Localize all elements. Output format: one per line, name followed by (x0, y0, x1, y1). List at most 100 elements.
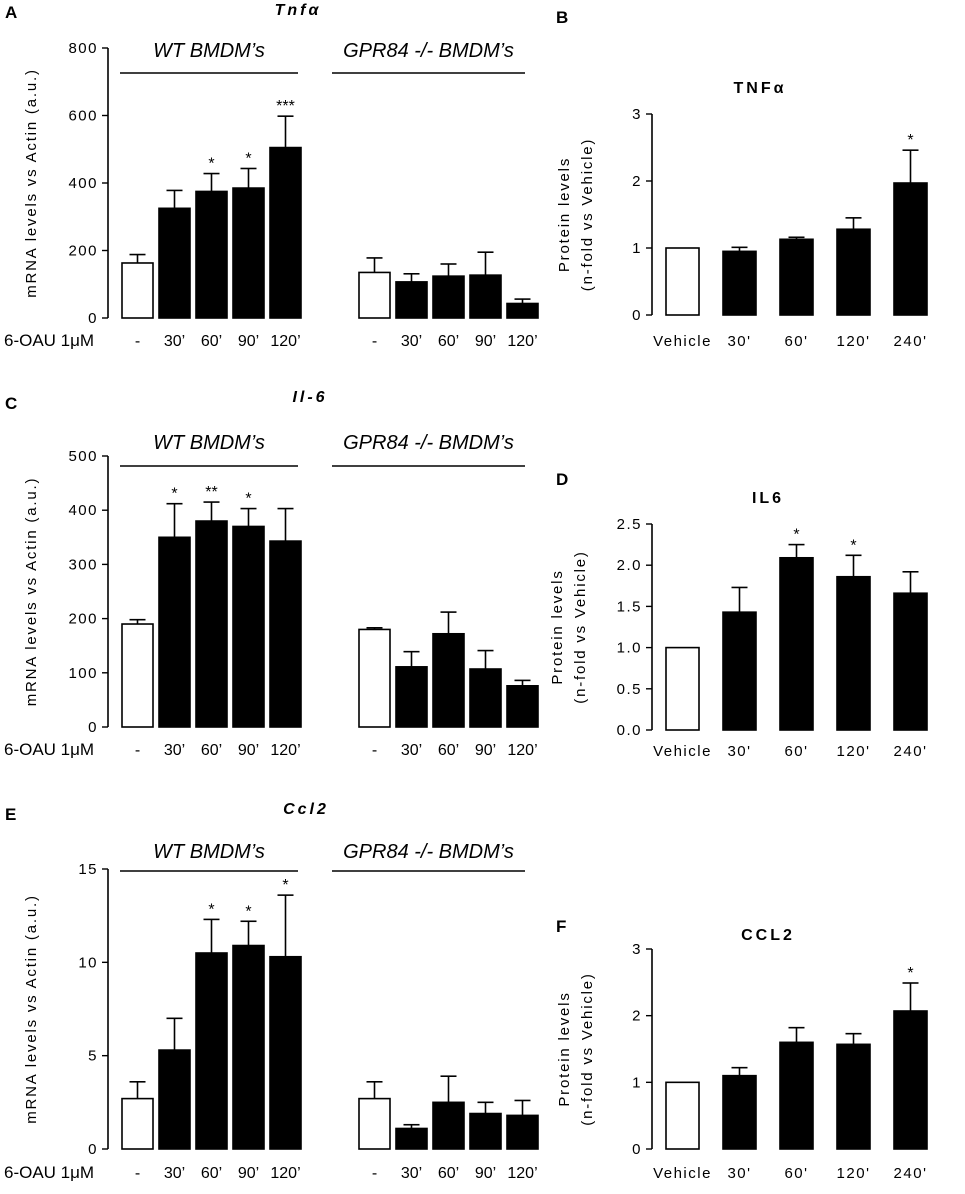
panel-letter-a: A (5, 3, 17, 22)
bar-5 (269, 955, 302, 1150)
x-tick-label-7: 30’ (401, 333, 422, 350)
panel-letter-b: B (556, 8, 568, 27)
x-tick-label-4: 120' (837, 1165, 871, 1182)
significance-label-5: * (907, 132, 913, 149)
y-tick-label: 0 (632, 1141, 642, 1158)
bar-4 (232, 525, 265, 728)
bar-4 (836, 228, 871, 316)
significance-label-3: * (208, 156, 214, 173)
bar-4 (232, 187, 265, 319)
chart-title: IL6 (752, 490, 784, 507)
y-tick-label: 2.0 (617, 557, 642, 574)
bar-9 (469, 668, 502, 728)
significance-label-4: * (245, 491, 251, 508)
x-tick-label-2: 30’ (164, 333, 185, 350)
y-tick-label: 200 (68, 611, 98, 628)
bar-1 (665, 247, 700, 316)
bar-8 (432, 632, 465, 728)
panel-letter-f: F (556, 917, 566, 936)
y-tick-label: 0.0 (617, 722, 642, 739)
bar-6 (358, 628, 391, 728)
y-axis-label-2: (n-fold vs Vehicle) (579, 138, 596, 291)
x-tick-label-4: 90’ (238, 333, 259, 350)
y-tick-label: 300 (68, 556, 98, 573)
bar-5 (893, 1010, 928, 1150)
x-tick-label-6: - (372, 1165, 377, 1182)
x-tick-label-1: - (135, 1165, 140, 1182)
y-tick-label: 800 (68, 40, 98, 57)
y-tick-label: 1.0 (617, 640, 642, 657)
y-tick-label: 1 (632, 1074, 642, 1091)
x-tick-label-1: Vehicle (653, 1165, 712, 1182)
bar-7 (395, 1127, 428, 1150)
x-tick-label-8: 60’ (438, 333, 459, 350)
bar-7 (395, 666, 428, 728)
bar-2 (158, 207, 191, 319)
y-tick-label: 0 (88, 719, 98, 736)
bar-8 (432, 1101, 465, 1150)
bar-6 (358, 271, 391, 319)
bar-1 (665, 1081, 700, 1150)
x-tick-label-6: - (372, 742, 377, 759)
group-label-1: WT BMDM’s (153, 432, 265, 454)
x-tick-label-5: 120’ (270, 1165, 300, 1182)
x-tick-label-2: 30’ (164, 1165, 185, 1182)
y-tick-label: 0 (88, 1141, 98, 1158)
bar-1 (665, 646, 700, 731)
x-tick-label-1: - (135, 742, 140, 759)
significance-label-3: * (793, 527, 799, 544)
chart-title: Ccl2 (283, 801, 329, 818)
bar-9 (469, 274, 502, 319)
bar-2 (722, 250, 757, 316)
bar-1 (121, 623, 154, 728)
chart-title: CCL2 (741, 927, 795, 944)
bar-5 (269, 540, 302, 728)
y-axis-label: mRNA levels vs Actin (a.u.) (23, 477, 40, 707)
significance-label-3: ** (205, 484, 217, 501)
y-axis-label: Protein levels (556, 991, 573, 1106)
x-tick-label-10: 120’ (507, 1165, 537, 1182)
x-tick-label-3: 60’ (201, 333, 222, 350)
y-tick-label: 10 (78, 954, 98, 971)
y-tick-label: 200 (68, 243, 98, 260)
y-tick-label: 3 (632, 941, 642, 958)
x-tick-label-7: 30’ (401, 742, 422, 759)
y-axis-label: Protein levels (549, 569, 566, 684)
x-axis-prefix-label: 6-OAU 1μM (4, 1163, 94, 1182)
y-tick-label: 500 (68, 448, 98, 465)
y-axis-label: Protein levels (556, 157, 573, 272)
bar-5 (893, 592, 928, 731)
bar-7 (395, 281, 428, 319)
bar-10 (506, 302, 539, 319)
y-tick-label: 0.5 (617, 681, 642, 698)
significance-label-2: * (171, 486, 177, 503)
group-label-2: GPR84 -/- BMDM’s (343, 841, 514, 863)
bar-2 (158, 1049, 191, 1150)
y-tick-label: 2 (632, 173, 642, 190)
bar-5 (269, 146, 302, 319)
x-tick-label-2: 30' (727, 743, 751, 760)
x-tick-label-4: 120' (837, 743, 871, 760)
chart-panel-c: Il-6 0 100 200 300 400 500 mRNA levels vs Actin… (4, 389, 539, 759)
x-tick-label-2: 30’ (164, 742, 185, 759)
y-tick-label: 0 (632, 307, 642, 324)
bar-4 (836, 1043, 871, 1150)
y-tick-label: 0 (88, 310, 98, 327)
y-tick-label: 3 (632, 106, 642, 123)
x-tick-label-10: 120’ (507, 333, 537, 350)
panel-letter-c: C (5, 394, 17, 413)
significance-label-5: * (907, 965, 913, 982)
x-tick-label-1: Vehicle (653, 743, 712, 760)
bar-9 (469, 1112, 502, 1150)
y-tick-label: 5 (88, 1048, 98, 1065)
bar-5 (893, 182, 928, 316)
y-axis-label: mRNA levels vs Actin (a.u.) (23, 68, 40, 298)
significance-label-3: * (208, 901, 214, 918)
y-axis-label: mRNA levels vs Actin (a.u.) (23, 894, 40, 1124)
x-tick-label-2: 30' (727, 333, 751, 350)
bar-2 (722, 1074, 757, 1150)
chart-title: Il-6 (292, 389, 327, 406)
bar-2 (722, 611, 757, 731)
bar-1 (121, 262, 154, 319)
